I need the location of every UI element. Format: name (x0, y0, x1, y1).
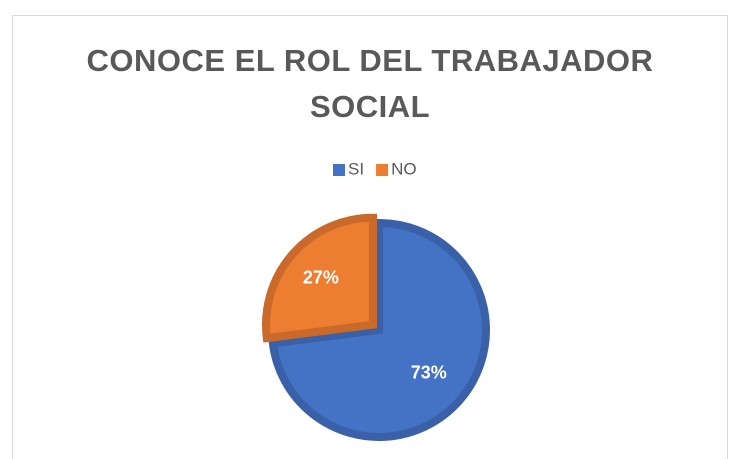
legend-swatch (333, 164, 345, 176)
pie-slice (262, 213, 377, 343)
pie-slice (268, 218, 490, 441)
legend-label: SI (348, 159, 364, 178)
chart-title: CONOCE EL ROL DEL TRABAJADOR SOCIAL (86, 43, 654, 124)
legend-swatch (376, 164, 389, 176)
data-label: 73% (411, 363, 447, 383)
legend-label: NO (391, 159, 417, 178)
chart-frame (12, 15, 728, 459)
data-label: 27% (303, 267, 339, 287)
